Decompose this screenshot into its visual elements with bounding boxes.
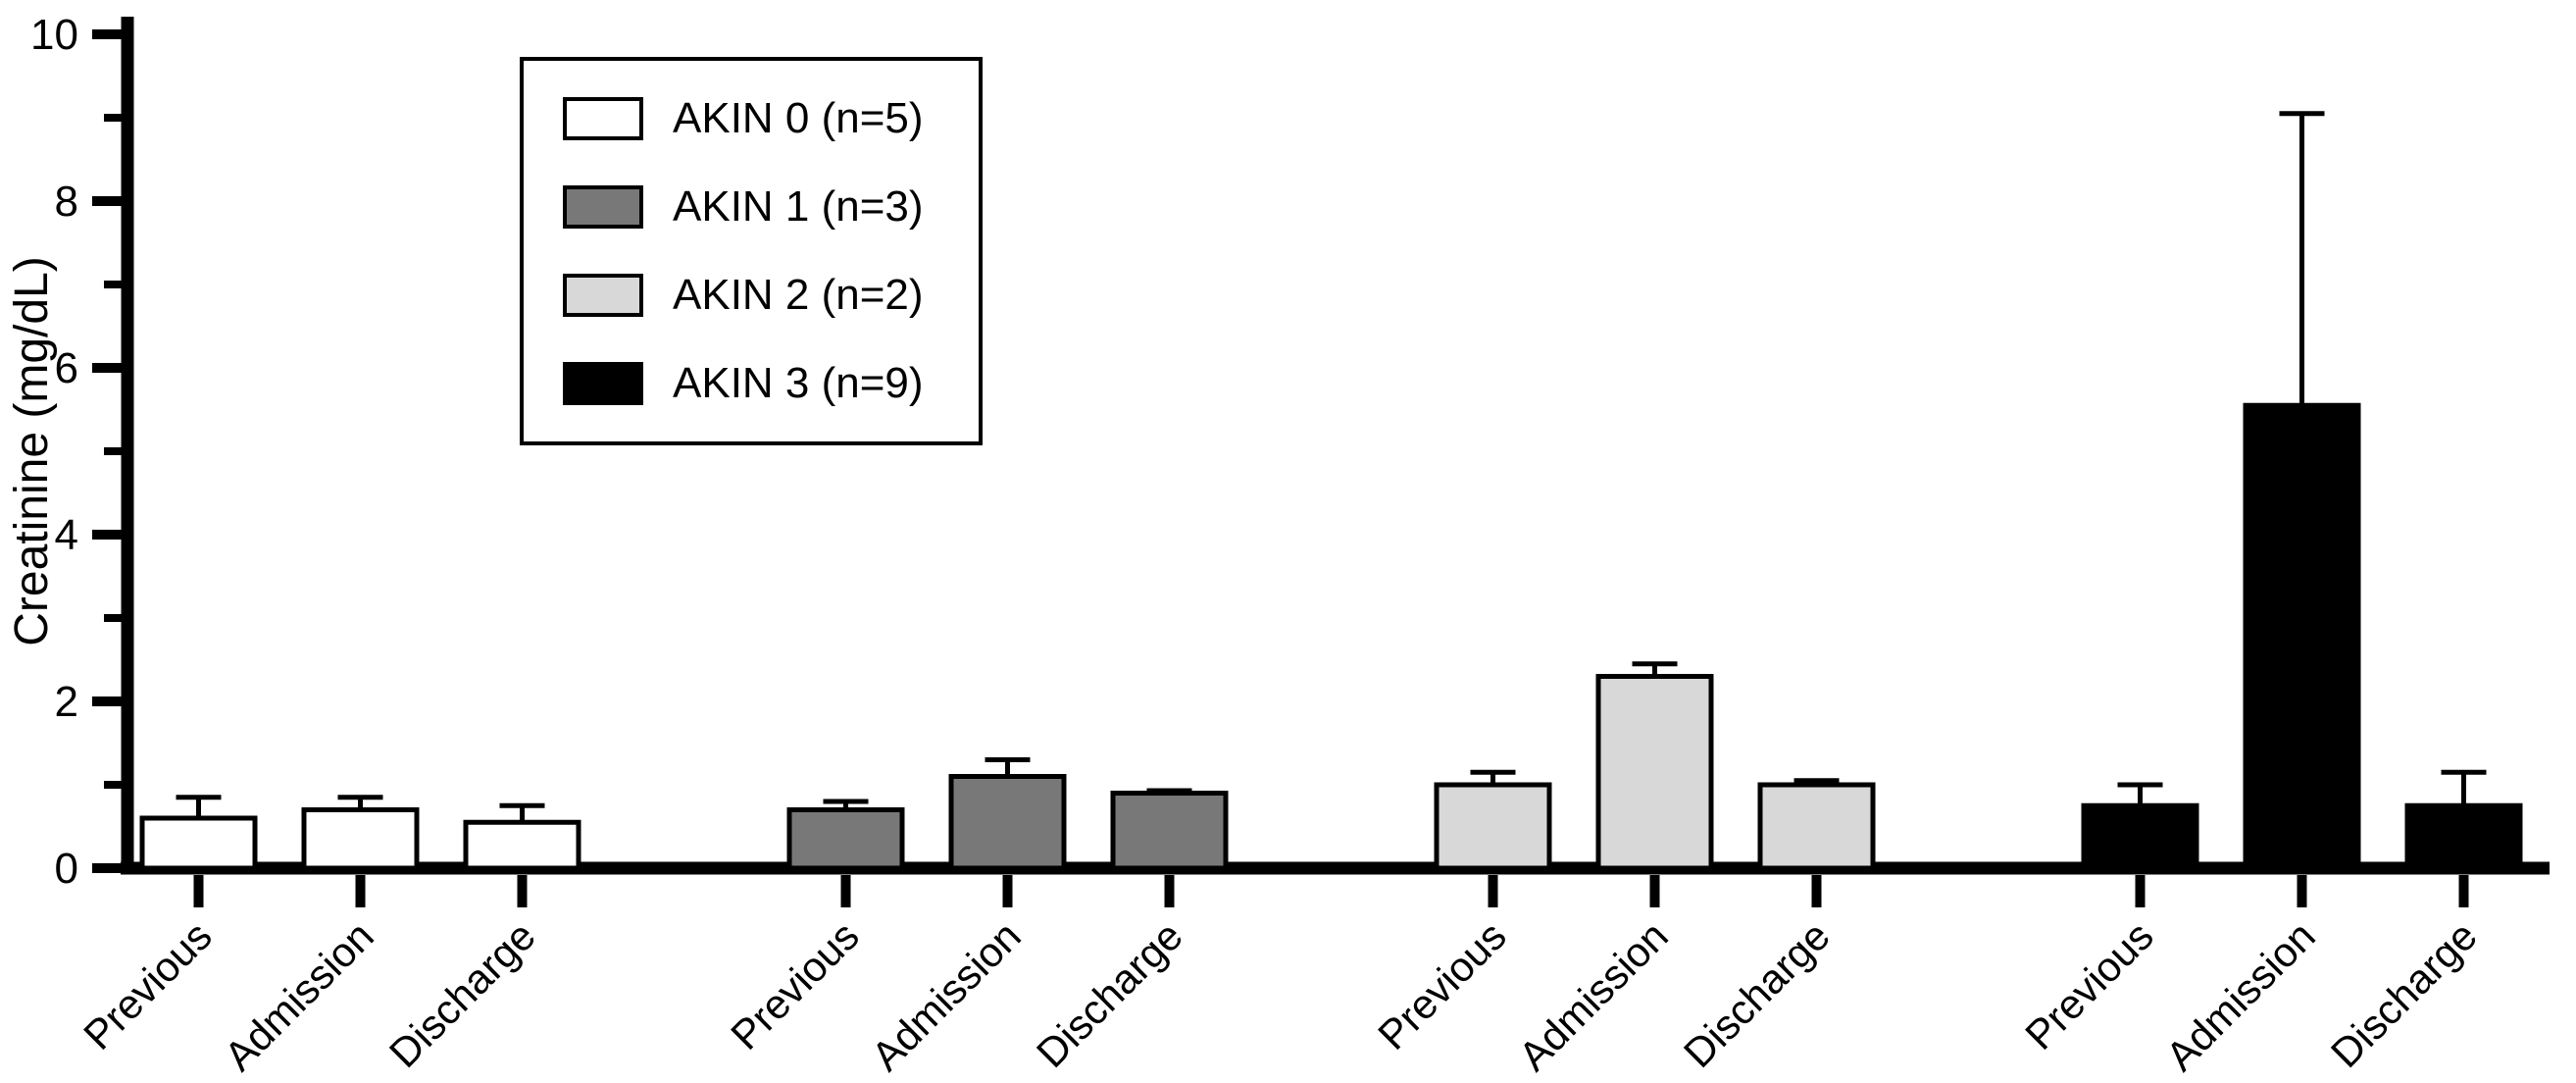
- x-tick-label-akin-2-n-2-discharge: Discharge: [1675, 912, 1839, 1076]
- x-tick-label-akin-0-n-5-discharge: Discharge: [380, 912, 544, 1076]
- legend-swatch-akin1: [563, 185, 643, 229]
- bar-akin-1-n-3-admission: [948, 774, 1067, 871]
- y-tick-label: 0: [55, 845, 78, 893]
- bar-akin-0-n-5-previous: [139, 815, 258, 871]
- bar-akin-3-n-9-discharge: [2404, 802, 2523, 871]
- x-tick-label-akin-2-n-2-previous: Previous: [1369, 912, 1515, 1058]
- x-tick-label-akin-1-n-3-discharge: Discharge: [1028, 912, 1191, 1076]
- legend-swatch-akin0: [563, 97, 643, 140]
- x-tick-label-akin-0-n-5-previous: Previous: [75, 912, 221, 1058]
- x-tick-label-akin-3-n-9-previous: Previous: [2016, 912, 2162, 1058]
- bar-akin-0-n-5-admission: [301, 807, 420, 871]
- x-tick-label-akin-1-n-3-previous: Previous: [722, 912, 868, 1058]
- y-tick-label: 8: [55, 178, 78, 226]
- y-tick-label: 4: [55, 511, 78, 559]
- bar-akin-0-n-5-discharge: [463, 819, 581, 871]
- legend-swatch-akin3: [563, 362, 643, 405]
- y-tick-label: 10: [30, 11, 78, 59]
- legend-entry-akin2: AKIN 2 (n=2): [563, 271, 924, 320]
- y-tick-label: 6: [55, 344, 78, 392]
- bar-akin-3-n-9-admission: [2243, 402, 2361, 871]
- bar-akin-1-n-3-previous: [786, 807, 905, 871]
- legend: AKIN 0 (n=5) AKIN 1 (n=3) AKIN 2 (n=2) A…: [520, 57, 983, 445]
- legend-label-akin0: AKIN 0 (n=5): [673, 94, 924, 142]
- x-tick-label-akin-3-n-9-discharge: Discharge: [2322, 912, 2486, 1076]
- legend-label-akin3: AKIN 3 (n=9): [673, 359, 924, 407]
- legend-entry-akin1: AKIN 1 (n=3): [563, 182, 924, 232]
- x-tick-label-akin-1-n-3-admission: Admission: [863, 912, 1030, 1079]
- legend-entry-akin0: AKIN 0 (n=5): [563, 94, 924, 143]
- legend-entry-akin3: AKIN 3 (n=9): [563, 359, 924, 408]
- bar-akin-2-n-2-admission: [1595, 674, 1714, 871]
- bar-akin-2-n-2-discharge: [1757, 782, 1876, 871]
- x-tick-label-akin-3-n-9-admission: Admission: [2157, 912, 2324, 1079]
- y-tick-label: 2: [55, 678, 78, 726]
- legend-label-akin1: AKIN 1 (n=3): [673, 182, 924, 231]
- bar-akin-3-n-9-previous: [2081, 802, 2199, 871]
- x-tick-label-akin-2-n-2-admission: Admission: [1510, 912, 1677, 1079]
- y-axis-title: Creatinine (mg/dL): [6, 256, 58, 646]
- x-tick-label-akin-0-n-5-admission: Admission: [216, 912, 382, 1079]
- bar-akin-2-n-2-previous: [1434, 782, 1552, 871]
- legend-label-akin2: AKIN 2 (n=2): [673, 271, 924, 319]
- bar-akin-1-n-3-discharge: [1110, 791, 1229, 871]
- legend-swatch-akin2: [563, 274, 643, 317]
